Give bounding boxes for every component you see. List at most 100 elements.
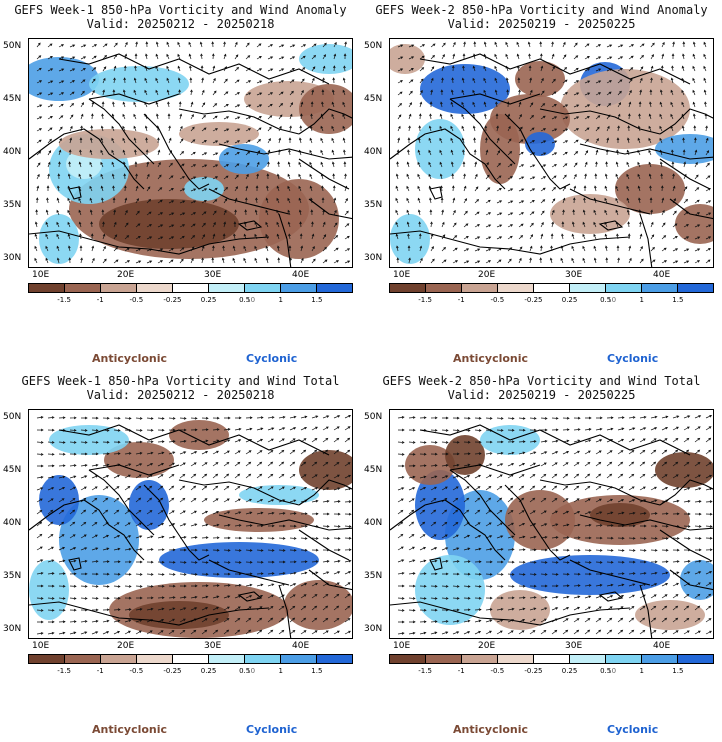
cyclonic-label: Cyclonic	[246, 352, 298, 365]
wind-arrow	[551, 140, 558, 144]
wind-arrow	[36, 559, 44, 563]
wind-arrow	[245, 92, 252, 96]
wind-arrow	[496, 548, 504, 551]
wind-arrow	[166, 89, 170, 96]
wind-arrow	[234, 439, 242, 443]
wind-arrow	[441, 509, 448, 515]
coastlines	[29, 53, 352, 267]
wind-arrow	[201, 140, 207, 144]
wind-arrow	[485, 522, 492, 527]
wind-arrow	[245, 128, 252, 132]
wind-arrow	[694, 449, 701, 455]
wind-arrow	[430, 620, 438, 623]
wind-arrow	[179, 473, 186, 479]
wind-arrow	[222, 245, 225, 252]
wind-arrow	[331, 125, 335, 132]
wind-arrow	[518, 474, 525, 479]
wind-arrow	[201, 523, 209, 527]
coastline-segment	[429, 557, 443, 571]
wind-arrow	[694, 174, 699, 180]
wind-arrow	[692, 53, 696, 60]
wind-arrow	[681, 101, 685, 108]
wind-arrow	[507, 584, 515, 588]
colorbar-segment	[209, 284, 245, 292]
wind-arrow	[47, 441, 55, 444]
wind-arrow	[58, 572, 66, 576]
wind-arrow	[505, 77, 509, 84]
wind-arrow	[289, 68, 295, 72]
wind-arrow	[650, 461, 657, 467]
wind-arrow	[419, 498, 426, 503]
wind-arrow	[91, 534, 98, 539]
wind-arrow	[91, 89, 95, 96]
wind-arrow	[212, 485, 219, 491]
coastline-segment	[390, 230, 631, 255]
wind-arrow	[649, 89, 653, 96]
anticyclonic-label: Anticyclonic	[92, 723, 168, 736]
panel-valid-dates: Valid: 20250212 - 20250218	[86, 388, 275, 402]
wind-arrow	[540, 462, 547, 467]
wind-arrow	[344, 630, 351, 635]
colorbar-tick-label: 0.5	[239, 296, 251, 304]
colorbar-segment	[642, 655, 678, 663]
colorbar-segment	[606, 284, 642, 292]
wind-arrow	[311, 54, 317, 60]
wind-arrow	[289, 617, 296, 623]
wind-arrow	[254, 245, 258, 252]
wind-arrow	[694, 571, 702, 575]
wind-arrow	[211, 53, 215, 60]
wind-arrow	[452, 547, 460, 551]
wind-arrow	[102, 497, 109, 503]
wind-arrow	[407, 245, 411, 252]
wind-arrow	[201, 498, 208, 503]
wind-arrow	[419, 534, 426, 539]
wind-arrow	[595, 617, 602, 623]
wind-arrow	[682, 53, 685, 60]
wind-arrow	[135, 485, 142, 491]
wind-arrow	[516, 41, 520, 48]
wind-arrow	[397, 441, 405, 444]
wind-arrow	[309, 173, 313, 180]
coastline-segment	[88, 464, 180, 476]
wind-arrow	[223, 116, 230, 120]
coastline-segment	[569, 188, 651, 215]
wind-arrow	[179, 188, 186, 192]
wind-arrow	[112, 185, 115, 192]
wind-arrow	[102, 246, 106, 252]
wind-arrow	[705, 630, 712, 635]
wind-arrow	[595, 68, 602, 72]
wind-arrow	[650, 571, 658, 575]
wind-arrow	[34, 221, 38, 228]
wind-arrow	[483, 65, 487, 72]
wind-arrow	[661, 548, 669, 552]
wind-arrow	[507, 176, 514, 180]
wind-arrow	[300, 582, 308, 587]
wind-arrow	[694, 630, 701, 635]
coastline-segment	[298, 108, 352, 135]
wind-arrow	[168, 462, 175, 467]
wind-arrow	[47, 475, 55, 479]
wind-arrow	[68, 161, 71, 168]
wind-arrow	[485, 585, 493, 588]
wind-arrow	[485, 248, 492, 252]
wind-arrow	[289, 486, 296, 491]
wind-arrow	[311, 630, 318, 635]
wind-arrow	[694, 199, 700, 204]
wind-arrow	[256, 416, 264, 419]
wind-arrow	[267, 486, 274, 491]
coastline-segment	[29, 128, 145, 190]
wind-arrow	[179, 510, 186, 515]
wind-arrow	[223, 450, 230, 455]
wind-arrow	[527, 41, 531, 48]
wind-arrow	[289, 630, 296, 635]
wind-arrow	[429, 113, 432, 120]
wind-arrow	[289, 427, 297, 431]
wind-arrow	[485, 547, 493, 551]
wind-arrow	[101, 113, 104, 120]
wind-arrow	[56, 221, 60, 228]
wind-arrow	[408, 428, 416, 432]
wind-arrow	[452, 260, 459, 264]
wind-arrow	[344, 248, 351, 252]
wind-arrow	[485, 497, 492, 503]
wind-arrow	[78, 197, 82, 204]
